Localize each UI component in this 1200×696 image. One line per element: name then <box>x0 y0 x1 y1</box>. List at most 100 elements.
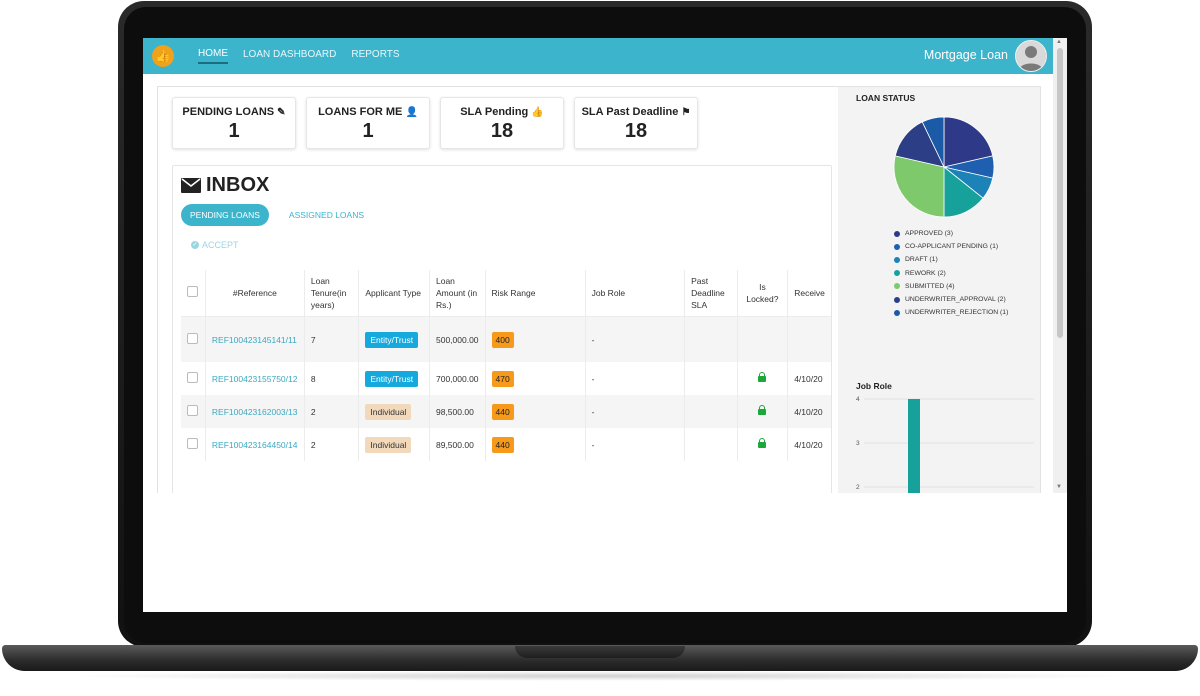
row-checkbox[interactable] <box>187 405 198 416</box>
row-checkbox[interactable] <box>187 333 198 344</box>
legend-item-co-applicant-pending[interactable]: CO-APPLICANT PENDING (1) <box>894 240 1008 253</box>
table-row[interactable]: REF100423164450/14 2 Individual 89,500.0… <box>181 428 831 461</box>
legend-dot <box>894 270 900 277</box>
type-cell: Individual <box>358 428 430 461</box>
legend-item-draft[interactable]: DRAFT (1) <box>894 253 1008 266</box>
y-tick-label: 3 <box>856 440 860 447</box>
legend-item-approved[interactable]: APPROVED (3) <box>894 227 1008 240</box>
check-circle-icon: ✓ <box>191 241 199 249</box>
card-value: 1 <box>362 120 374 142</box>
inbox-tabs: PENDING LOANS ASSIGNED LOANS <box>181 204 373 226</box>
job-role-cell: - <box>585 362 686 395</box>
card-value: 18 <box>490 120 514 142</box>
sla-past-deadline-card[interactable]: SLA Past Deadline ⚑ 18 <box>574 97 698 149</box>
amount-cell: 500,000.00 <box>429 316 486 362</box>
user-check-icon: 👤 <box>405 107 418 118</box>
unlock-icon[interactable] <box>758 405 767 415</box>
tab-assigned-loans[interactable]: ASSIGNED LOANS <box>288 210 365 220</box>
job-role-bar[interactable] <box>908 399 920 493</box>
legend-dot <box>894 256 900 263</box>
applicant-type-badge: Entity/Trust <box>365 331 419 348</box>
ref-link[interactable]: REF100423145141/11 <box>211 334 297 345</box>
inbox-title: INBOX <box>181 174 269 197</box>
legend-label: CO-APPLICANT PENDING (1) <box>905 243 999 251</box>
y-tick-label: 4 <box>856 396 860 403</box>
card-title: SLA Past Deadline ⚑ <box>575 106 697 118</box>
ref-link[interactable]: REF100423164450/14 <box>211 439 298 450</box>
risk-badge: 440 <box>491 436 514 453</box>
ref-link[interactable]: REF100423155750/12 <box>211 373 298 384</box>
page-scrollbar[interactable]: ▲ ▼ <box>1053 38 1067 494</box>
col-job-role[interactable]: Job Role <box>585 270 686 317</box>
pending-loans-card[interactable]: PENDING LOANS ✎ 1 <box>172 97 296 149</box>
main-nav: HOME LOAN DASHBOARD REPORTS <box>198 38 400 74</box>
legend-dot <box>894 283 900 290</box>
unlock-icon[interactable] <box>758 438 767 448</box>
legend-dot <box>894 230 900 237</box>
card-title: LOANS FOR ME 👤 <box>307 106 429 118</box>
top-bar: 👍 HOME LOAN DASHBOARD REPORTS Mortgage L… <box>143 38 1067 74</box>
ref-link[interactable]: REF100423162003/13 <box>211 406 298 417</box>
type-cell: Entity/Trust <box>358 316 430 362</box>
pie-slice-submitted[interactable] <box>893 155 945 218</box>
col-received[interactable]: Receive <box>787 270 831 317</box>
risk-cell: 440 <box>485 428 586 461</box>
nav-reports[interactable]: REPORTS <box>351 49 400 60</box>
legend-item-rework[interactable]: REWORK (2) <box>894 267 1008 280</box>
pie-slice-underwriter-rejection[interactable] <box>921 116 945 168</box>
row-select-cell <box>181 428 206 461</box>
scroll-thumb[interactable] <box>1057 48 1063 338</box>
legend-item-underwriter-rejection[interactable]: UNDERWRITER_REJECTION (1) <box>894 306 1008 319</box>
legend-dot <box>894 309 900 316</box>
loans-for-me-card[interactable]: LOANS FOR ME 👤 1 <box>306 97 430 149</box>
inbox-title-text: INBOX <box>206 174 270 196</box>
legend-dot <box>894 296 900 303</box>
legend-dot <box>894 243 900 250</box>
col-loan-tenure[interactable]: Loan Tenure(in years) <box>304 270 360 317</box>
envelope-icon <box>181 178 201 193</box>
col-reference[interactable]: #Reference <box>205 270 305 317</box>
card-title-text: SLA Pending <box>460 106 529 118</box>
user-silhouette-icon <box>1016 41 1046 71</box>
ref-cell: REF100423145141/11 <box>205 316 305 362</box>
thumbs-up-logo-icon[interactable]: 👍 <box>152 45 174 67</box>
past-deadline-cell <box>684 316 738 362</box>
app-screen: 👍 HOME LOAN DASHBOARD REPORTS Mortgage L… <box>143 38 1067 612</box>
table-row[interactable]: REF100423155750/12 8 Entity/Trust 700,00… <box>181 362 831 395</box>
amount-cell: 89,500.00 <box>429 428 486 461</box>
thumbs-up-icon: 👍 <box>531 107 544 118</box>
blank-viewport-area <box>143 493 1067 612</box>
amount-cell: 700,000.00 <box>429 362 486 395</box>
col-loan-amount[interactable]: Loan Amount (in Rs.) <box>429 270 486 317</box>
pie-slice-approved[interactable] <box>943 116 994 168</box>
locked-cell <box>737 316 789 362</box>
row-checkbox[interactable] <box>187 372 198 383</box>
col-past-deadline-sla[interactable]: Past Deadline SLA <box>684 270 738 317</box>
nav-home[interactable]: HOME <box>198 48 228 64</box>
job-role-cell: - <box>585 316 686 362</box>
table-row[interactable]: REF100423145141/11 7 Entity/Trust 500,00… <box>181 316 831 362</box>
legend-item-underwriter-approval[interactable]: UNDERWRITER_APPROVAL (2) <box>894 293 1008 306</box>
col-is-locked[interactable]: Is Locked? <box>737 270 789 317</box>
legend-item-submitted[interactable]: SUBMITTED (4) <box>894 280 1008 293</box>
col-risk-range[interactable]: Risk Range <box>485 270 586 317</box>
row-select-cell <box>181 362 206 395</box>
nav-loan-dashboard[interactable]: LOAN DASHBOARD <box>243 49 337 60</box>
accept-button[interactable]: ✓ ACCEPT <box>191 240 239 250</box>
job-role-bar-chart: 4 3 2 <box>856 396 1034 493</box>
user-avatar[interactable] <box>1015 40 1047 72</box>
unlock-icon[interactable] <box>758 372 767 382</box>
loan-status-title: LOAN STATUS <box>856 93 916 103</box>
sla-pending-card[interactable]: SLA Pending 👍 18 <box>440 97 564 149</box>
select-all-checkbox[interactable] <box>187 286 198 297</box>
scroll-down-icon[interactable]: ▼ <box>1056 484 1062 490</box>
table-row[interactable]: REF100423162003/13 2 Individual 98,500.0… <box>181 395 831 428</box>
applicant-type-badge: Entity/Trust <box>365 370 419 387</box>
row-checkbox[interactable] <box>187 438 198 449</box>
scroll-up-icon[interactable]: ▲ <box>1056 39 1062 45</box>
col-applicant-type[interactable]: Applicant Type <box>358 270 430 317</box>
legend-label: DRAFT (1) <box>905 256 938 264</box>
loan-status-pie-chart <box>893 116 995 218</box>
tab-pending-loans[interactable]: PENDING LOANS <box>181 204 269 226</box>
past-deadline-cell <box>684 428 738 461</box>
